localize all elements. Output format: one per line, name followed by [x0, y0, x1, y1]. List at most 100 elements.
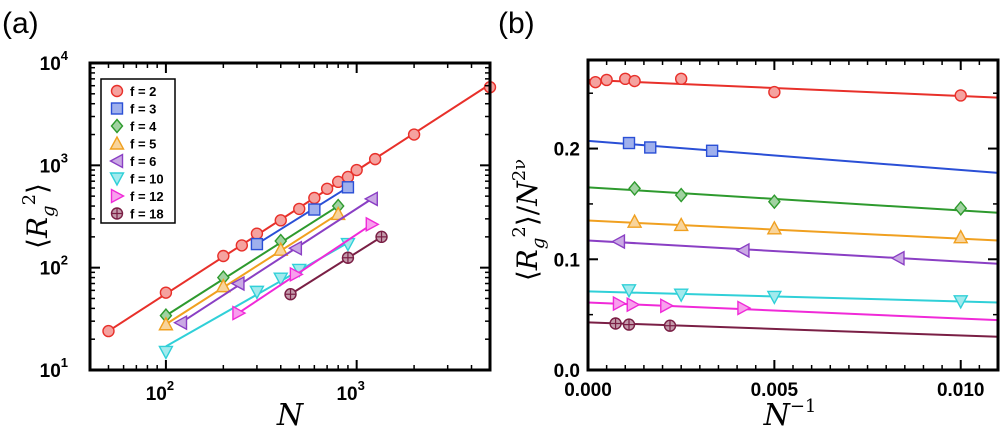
x-tick-label-b-1: 0.005 — [751, 380, 799, 401]
data-point-a-7-1 — [341, 251, 355, 264]
legend-marker-a-3 — [109, 135, 125, 150]
chart-panel-b: 0.000 0.005 0.010 0.0 0.1 0.2 ⟨Rg2⟩/N2ν N−1 — [509, 58, 1000, 433]
data-point-b-4-2 — [890, 250, 905, 266]
data-point-b-3-2 — [766, 220, 783, 235]
data-point-a-6-2 — [365, 216, 380, 233]
plot-frame-b — [586, 58, 1000, 372]
data-point-a-0-13 — [407, 128, 421, 141]
data-point-b-1-2 — [705, 144, 719, 157]
data-point-b-5-2 — [766, 290, 783, 305]
fit-line-b-7 — [587, 321, 999, 338]
data-point-b-5-1 — [673, 288, 689, 303]
data-point-b-4-0 — [610, 233, 626, 250]
fit-line-b-6 — [587, 301, 999, 322]
data-point-b-6-1 — [626, 297, 641, 313]
legend-label-a-7: f = 18 — [130, 207, 164, 222]
data-point-a-6-1 — [289, 266, 304, 283]
fit-line-a-3 — [165, 213, 339, 326]
data-point-a-6-0 — [232, 305, 247, 321]
chart-panel-a: 102 103 101 102 103 104 f = 2 f = 3 f = 4 f = 5 f… — [19, 48, 497, 433]
data-point-a-3-0 — [158, 316, 174, 331]
data-point-b-4-1 — [735, 242, 750, 259]
y-tick-label-a-1: 102 — [40, 253, 68, 280]
fit-line-b-4 — [587, 239, 999, 265]
plot-frame-a — [88, 61, 492, 372]
data-point-a-1-2 — [341, 181, 355, 194]
fit-line-a-7 — [289, 236, 383, 296]
x-axis-label-a: N — [276, 398, 305, 433]
axis-ticks-b: 0.000 0.005 0.010 0.0 0.1 0.2 — [554, 60, 998, 401]
data-point-a-3-2 — [273, 241, 289, 256]
legend-marker-a-7 — [110, 207, 124, 220]
fit-line-a-6 — [237, 223, 373, 314]
data-point-b-7-1 — [622, 318, 636, 331]
data-point-b-6-0 — [612, 295, 627, 312]
x-tick-label-a-0: 102 — [146, 378, 174, 405]
data-point-a-5-2 — [273, 272, 289, 287]
data-point-b-1-0 — [622, 136, 636, 150]
legend-marker-a-4 — [109, 153, 124, 169]
legend-label-a-1: f = 3 — [130, 102, 156, 117]
legend-label-a-6: f = 12 — [130, 189, 164, 204]
y-axis-label-b: ⟨Rg2⟩/N2ν — [509, 159, 549, 281]
x-tick-label-b-0: 0.000 — [564, 380, 612, 401]
data-point-b-0-1 — [600, 73, 613, 87]
data-point-a-0-0 — [102, 324, 115, 338]
x-tick-label-b-2: 0.010 — [937, 380, 985, 401]
fit-line-a-1 — [256, 186, 349, 245]
y-tick-label-a-2: 103 — [40, 150, 68, 177]
data-point-a-0-5 — [274, 214, 287, 227]
data-point-a-7-0 — [284, 288, 297, 301]
y-tick-label-a-0: 101 — [40, 355, 68, 382]
data-point-a-4-2 — [287, 240, 303, 256]
data-point-b-7-0 — [609, 317, 622, 330]
data-point-b-1-1 — [644, 141, 657, 154]
data-point-b-3-0 — [626, 213, 643, 228]
data-point-b-2-1 — [674, 187, 688, 203]
data-point-a-4-0 — [173, 315, 188, 331]
y-tick-label-b-0: 0.0 — [554, 361, 580, 382]
data-point-a-3-3 — [330, 205, 346, 221]
data-point-a-7-2 — [375, 230, 388, 244]
data-point-a-1-1 — [308, 203, 321, 216]
legend-label-a-3: f = 5 — [130, 137, 156, 152]
legend-label-a-2: f = 4 — [130, 119, 157, 134]
fit-line-a-4 — [180, 198, 373, 324]
y-tick-label-b-1: 0.1 — [554, 250, 581, 271]
panel-label-a: (a) — [2, 7, 39, 40]
data-point-b-6-3 — [737, 300, 752, 316]
fit-line-b-2 — [587, 186, 999, 214]
data-point-b-0-3 — [628, 74, 641, 88]
x-axis-label-b: N−1 — [763, 396, 817, 433]
legend-marker-a-2 — [110, 118, 124, 134]
y-tick-label-b-2: 0.2 — [554, 140, 580, 161]
y-tick-label-a-3: 104 — [40, 48, 69, 75]
data-point-a-0-3 — [235, 239, 249, 252]
data-point-b-5-0 — [621, 284, 637, 299]
y-axis-label-a: ⟨Rg2⟩ — [19, 183, 59, 249]
data-point-a-5-0 — [158, 345, 174, 360]
data-point-b-3-3 — [953, 229, 969, 244]
data-point-a-0-1 — [159, 286, 173, 299]
data-point-b-2-3 — [954, 200, 968, 216]
legend-label-a-5: f = 10 — [130, 172, 164, 187]
legend-label-a-4: f = 6 — [130, 154, 156, 169]
legend-label-a-0: f = 2 — [130, 84, 156, 99]
data-point-b-6-2 — [660, 298, 675, 314]
data-point-a-4-1 — [230, 275, 245, 292]
data-point-a-0-11 — [350, 163, 363, 177]
data-point-a-5-1 — [249, 285, 265, 300]
data-point-b-2-0 — [628, 180, 642, 197]
panel-label-b: (b) — [498, 7, 535, 40]
x-tick-label-a-1: 103 — [336, 378, 364, 405]
plot-area-a — [102, 81, 497, 360]
fit-line-a-2 — [165, 205, 339, 317]
data-point-a-0-7 — [308, 191, 321, 205]
fit-line-b-0 — [587, 78, 999, 99]
legend-marker-a-1 — [110, 102, 124, 115]
data-point-b-0-0 — [589, 75, 602, 89]
data-point-b-0-6 — [954, 89, 967, 102]
data-point-a-4-3 — [363, 191, 378, 207]
data-point-b-2-2 — [767, 194, 781, 210]
